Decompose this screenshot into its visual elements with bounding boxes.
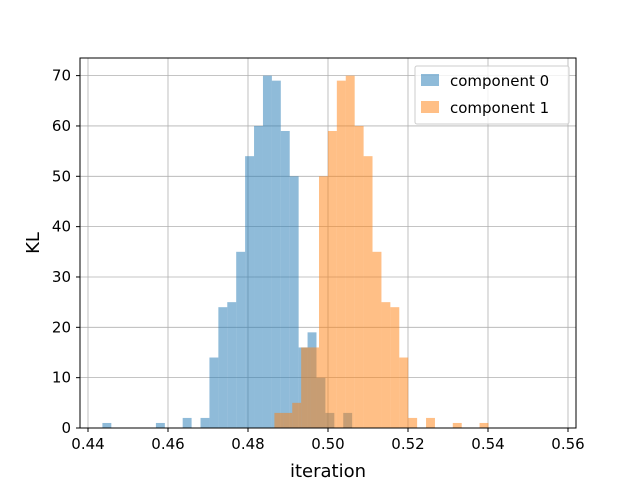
bar-component-1: [336, 80, 346, 428]
bar-component-0: [218, 307, 228, 428]
x-tick-label: 0.50: [311, 435, 344, 453]
bar-component-1: [479, 422, 489, 428]
bar-component-0: [271, 80, 281, 428]
legend-swatch-component-0: [421, 74, 439, 86]
bar-component-0: [227, 302, 237, 428]
legend: component 0 component 1: [414, 65, 570, 125]
bar-component-1: [381, 302, 391, 428]
bar-component-0: [262, 75, 272, 428]
y-axis-ticks: 0 10 20 30 40 50 60 70: [52, 67, 80, 437]
bar-component-1: [310, 347, 319, 428]
bar-component-1: [274, 412, 284, 428]
y-tick-label: 60: [52, 117, 71, 135]
bar-component-1: [390, 307, 400, 428]
legend-frame: [414, 65, 570, 125]
bar-component-1: [399, 357, 409, 428]
x-axis-label: iteration: [290, 461, 366, 480]
y-tick-label: 40: [52, 218, 71, 236]
x-tick-label: 0.54: [471, 435, 504, 453]
bar-component-0: [245, 156, 255, 428]
legend-label-component-0: component 0: [450, 72, 549, 90]
bar-component-1: [345, 75, 355, 428]
bar-component-0: [209, 357, 219, 428]
legend-label-component-1: component 1: [450, 99, 549, 117]
bar-component-0: [155, 422, 165, 428]
x-tick-label: 0.46: [151, 435, 184, 453]
bar-component-0: [289, 176, 299, 428]
x-tick-label: 0.44: [71, 435, 104, 453]
bar-component-1: [363, 156, 373, 428]
bar-component-1: [327, 130, 337, 428]
y-tick-label: 10: [52, 369, 71, 387]
y-tick-label: 0: [61, 419, 71, 437]
bar-component-0: [200, 417, 210, 428]
x-tick-label: 0.48: [231, 435, 264, 453]
bar-component-0: [236, 251, 246, 428]
bar-component-0: [182, 417, 192, 428]
y-tick-label: 20: [52, 318, 71, 336]
legend-swatch-component-1: [421, 101, 439, 113]
x-tick-label: 0.56: [551, 435, 584, 453]
bar-component-1: [283, 412, 293, 428]
bar-component-0: [254, 125, 263, 429]
histogram-bars: [102, 75, 489, 429]
bar-component-1: [408, 417, 418, 428]
y-tick-label: 30: [52, 268, 71, 286]
y-axis-label: KL: [23, 232, 44, 254]
bar-component-0: [102, 422, 112, 428]
bar-component-1: [372, 251, 382, 428]
bar-component-1: [426, 417, 435, 428]
bar-component-1: [319, 176, 328, 428]
x-tick-label: 0.52: [391, 435, 424, 453]
bar-component-0: [280, 130, 290, 428]
bar-component-1: [354, 125, 364, 429]
bar-component-1: [452, 422, 462, 428]
x-axis-ticks: 0.44 0.46 0.48 0.50 0.52 0.54 0.56: [71, 428, 585, 453]
y-tick-label: 50: [52, 167, 71, 185]
bar-component-1: [301, 347, 311, 428]
y-tick-label: 70: [52, 67, 71, 85]
bar-component-1: [292, 402, 302, 428]
